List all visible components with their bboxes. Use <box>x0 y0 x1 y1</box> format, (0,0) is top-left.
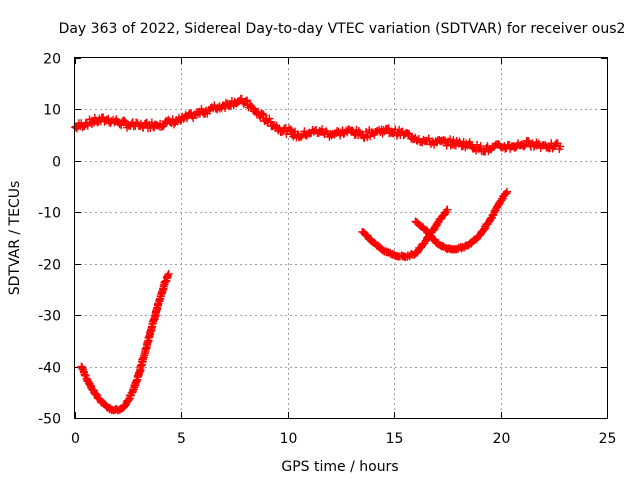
data-point <box>556 142 565 151</box>
x-tick-label: 15 <box>386 431 404 447</box>
data-point-marker <box>354 126 363 135</box>
plot-frame <box>74 57 608 419</box>
y-tick-label: -30 <box>38 309 61 325</box>
x-tick-label: 20 <box>493 431 511 447</box>
data-point-marker <box>266 117 275 126</box>
tick-layer: 0 5 10 15 20 25 -50 -40 -30 -20 -10 0 10 20 <box>38 52 616 448</box>
y-tick-label: -40 <box>38 361 61 377</box>
data-layer <box>71 94 565 415</box>
data-point-marker <box>176 116 185 125</box>
grid-layer <box>75 58 607 418</box>
x-tick-label: 25 <box>599 431 617 447</box>
data-point-marker <box>241 97 250 106</box>
data-point-marker <box>117 121 126 130</box>
y-tick-label: 10 <box>43 103 61 119</box>
data-point-marker <box>258 110 267 119</box>
data-point-marker <box>534 139 543 148</box>
data-point <box>443 205 452 214</box>
data-point <box>502 187 511 196</box>
data-point-marker <box>512 142 521 151</box>
data-point-marker <box>221 104 230 113</box>
data-point-marker <box>136 361 145 370</box>
y-tick-label: -50 <box>38 412 61 428</box>
series-sdtvar-arc-late <box>411 187 511 254</box>
x-tick-label: 0 <box>71 431 80 447</box>
y-tick-label: 20 <box>43 52 61 68</box>
chart-title: Day 363 of 2022, Sidereal Day-to-day VTE… <box>59 21 626 37</box>
x-tick-label: 5 <box>177 431 186 447</box>
data-point-marker <box>163 271 172 280</box>
data-point-marker <box>524 137 533 146</box>
data-point-marker <box>476 142 485 151</box>
x-axis-label: GPS time / hours <box>281 459 398 475</box>
y-tick-label: -10 <box>38 206 61 222</box>
series-sdtvar-arc-early <box>77 270 173 415</box>
series-sdtvar-main <box>71 94 565 156</box>
x-tick-label: 10 <box>280 431 298 447</box>
data-point-marker <box>259 111 268 120</box>
data-point <box>164 270 173 278</box>
y-tick-label: -20 <box>38 258 61 274</box>
y-tick-label: 0 <box>52 155 61 171</box>
series-sdtvar-arc-mid <box>358 205 452 262</box>
y-axis-label: SDTVAR / TECUs <box>7 181 23 296</box>
